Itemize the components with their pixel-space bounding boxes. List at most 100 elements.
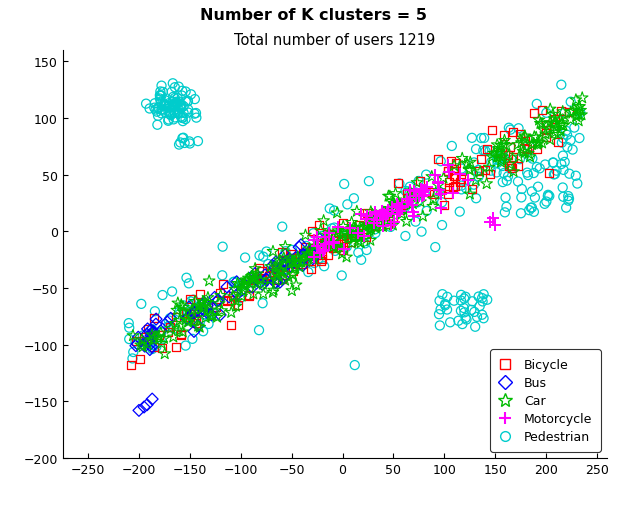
Pedestrian xyxy=(145,105,155,114)
Pedestrian xyxy=(267,274,277,282)
Bus xyxy=(189,308,199,316)
Car xyxy=(343,232,353,240)
Pedestrian xyxy=(436,306,446,314)
Pedestrian xyxy=(156,106,167,115)
Car xyxy=(322,236,332,244)
Pedestrian xyxy=(471,195,481,203)
Car xyxy=(391,207,401,215)
Pedestrian xyxy=(540,161,550,169)
Car xyxy=(247,273,257,281)
Pedestrian xyxy=(165,315,175,323)
Car xyxy=(374,219,384,227)
Pedestrian xyxy=(165,102,175,110)
Pedestrian xyxy=(165,104,175,112)
Legend: Bicycle, Bus, Car, Motorcycle, Pedestrian: Bicycle, Bus, Car, Motorcycle, Pedestria… xyxy=(490,350,601,452)
Motorcycle xyxy=(485,219,495,227)
Car xyxy=(204,277,214,286)
Car xyxy=(354,231,364,239)
Pedestrian xyxy=(517,185,527,193)
Car xyxy=(371,214,381,222)
Bus xyxy=(257,281,267,289)
Bicycle xyxy=(540,127,550,135)
Pedestrian xyxy=(147,345,157,353)
Pedestrian xyxy=(403,188,413,196)
Bus xyxy=(146,343,156,351)
Motorcycle xyxy=(443,161,453,169)
Car xyxy=(266,263,276,271)
Pedestrian xyxy=(533,183,543,191)
Car xyxy=(275,257,285,265)
Car xyxy=(391,190,401,199)
Car xyxy=(347,240,357,248)
Pedestrian xyxy=(180,342,190,350)
Pedestrian xyxy=(469,159,479,167)
Car xyxy=(269,287,279,295)
Pedestrian xyxy=(494,156,504,164)
Car xyxy=(349,224,359,232)
Pedestrian xyxy=(185,140,195,148)
Bicycle xyxy=(337,241,347,249)
Car xyxy=(138,343,148,351)
Car xyxy=(290,264,300,272)
Bus xyxy=(299,253,309,262)
Bicycle xyxy=(316,258,326,266)
Bicycle xyxy=(308,244,318,252)
Car xyxy=(284,260,294,268)
Bicycle xyxy=(305,248,315,257)
Car xyxy=(533,139,543,148)
Bicycle xyxy=(139,337,149,346)
Bicycle xyxy=(331,238,341,246)
Pedestrian xyxy=(471,146,481,154)
Bus xyxy=(272,260,282,268)
Car xyxy=(136,341,146,349)
Pedestrian xyxy=(170,95,180,103)
Bus xyxy=(191,308,201,316)
Car xyxy=(553,131,563,139)
Motorcycle xyxy=(356,210,366,218)
Car xyxy=(369,222,379,231)
Car xyxy=(294,258,304,266)
Pedestrian xyxy=(440,302,450,310)
Car xyxy=(465,167,475,175)
Bicycle xyxy=(171,343,181,351)
Bus xyxy=(248,278,258,287)
Pedestrian xyxy=(513,125,523,133)
Car xyxy=(336,232,346,240)
Pedestrian xyxy=(168,99,178,107)
Bicycle xyxy=(278,257,288,265)
Pedestrian xyxy=(400,204,410,212)
Pedestrian xyxy=(540,201,550,209)
Car xyxy=(242,277,252,286)
Car xyxy=(405,187,415,195)
Motorcycle xyxy=(369,208,379,216)
Pedestrian xyxy=(124,324,134,332)
Bicycle xyxy=(506,162,516,171)
Car xyxy=(291,281,301,290)
Pedestrian xyxy=(180,139,190,148)
Bicycle xyxy=(148,315,158,323)
Bicycle xyxy=(443,167,453,176)
Car xyxy=(573,111,583,120)
Pedestrian xyxy=(155,92,165,100)
Bus xyxy=(199,300,209,308)
Pedestrian xyxy=(466,306,476,315)
Car xyxy=(361,223,371,231)
Pedestrian xyxy=(177,92,187,100)
Bicycle xyxy=(271,276,281,284)
Bicycle xyxy=(338,229,348,237)
Pedestrian xyxy=(386,223,396,232)
Pedestrian xyxy=(192,115,202,123)
Car xyxy=(203,299,213,307)
Pedestrian xyxy=(498,179,508,187)
Pedestrian xyxy=(203,320,213,328)
Car xyxy=(178,308,188,316)
Pedestrian xyxy=(177,135,187,143)
Bicycle xyxy=(341,234,351,242)
Pedestrian xyxy=(501,203,511,211)
Pedestrian xyxy=(167,89,177,97)
Pedestrian xyxy=(414,178,424,186)
Pedestrian xyxy=(421,171,431,179)
Car xyxy=(332,245,342,253)
Car xyxy=(349,233,359,241)
Bicycle xyxy=(146,332,156,341)
